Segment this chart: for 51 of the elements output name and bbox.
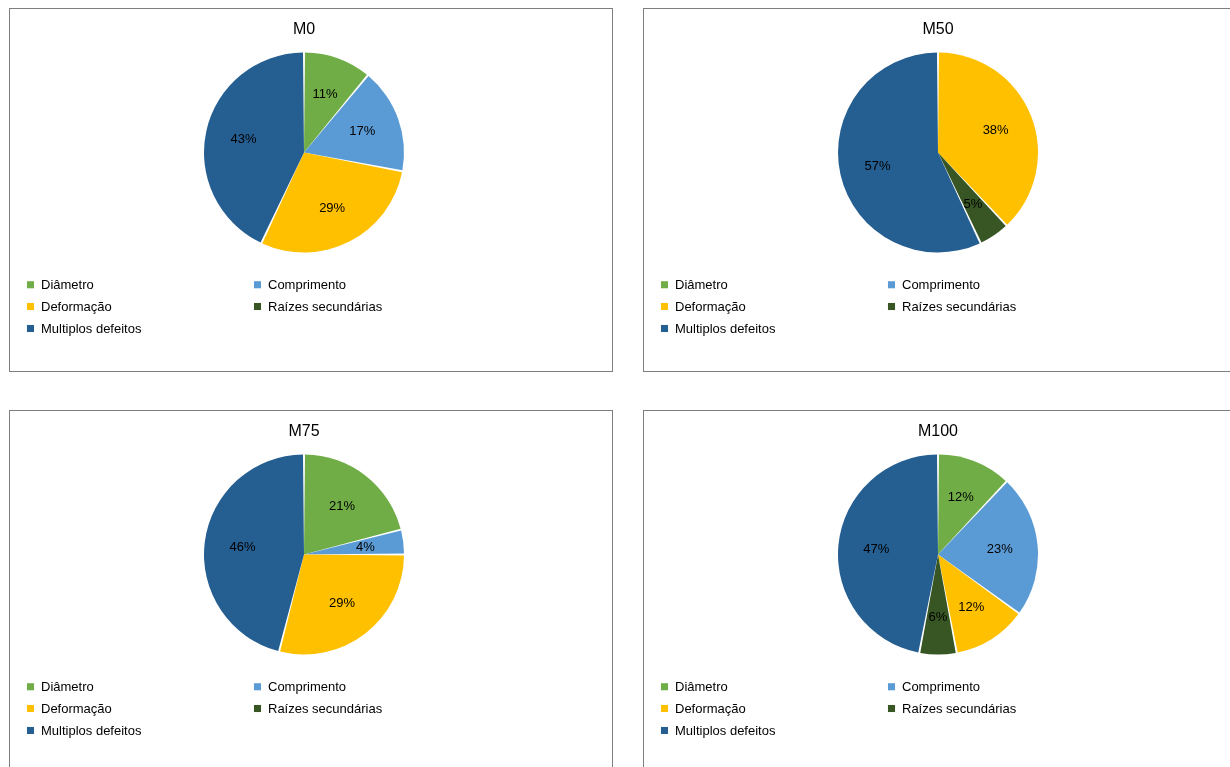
data-label: 6% xyxy=(928,608,948,624)
pie-slice xyxy=(204,454,304,652)
data-label: 12% xyxy=(958,598,985,614)
data-label: 12% xyxy=(947,488,975,504)
data-label: 38% xyxy=(982,121,1010,137)
chart-title: M0 xyxy=(292,20,316,37)
data-label: 47% xyxy=(863,540,890,556)
legend-label: Deformação xyxy=(675,700,746,716)
data-label: 43% xyxy=(230,130,257,146)
pie-slice xyxy=(304,76,404,171)
data-label: 29% xyxy=(328,595,356,611)
legend-label: Diâmetro xyxy=(41,276,94,292)
legend-label: Multiplos defeitos xyxy=(41,722,142,738)
legend-label: Deformação xyxy=(41,298,112,314)
pie-slice xyxy=(304,454,401,555)
pie-slice xyxy=(262,152,403,253)
data-label: 29% xyxy=(319,199,346,215)
data-label: 21% xyxy=(328,497,356,513)
legend-label: Comprimento xyxy=(902,276,981,292)
legend-label: Comprimento xyxy=(902,678,981,694)
legend-label: Deformação xyxy=(41,700,112,716)
data-label: 11% xyxy=(312,86,338,102)
legend-label: Diâmetro xyxy=(675,276,728,292)
pie-slice xyxy=(838,52,980,253)
pie-slice xyxy=(920,554,956,655)
pie-slice xyxy=(938,152,1006,243)
legend-label: Diâmetro xyxy=(41,678,94,694)
chart-title: M100 xyxy=(917,422,959,439)
legend-label: Comprimento xyxy=(268,276,347,292)
chart-title: M50 xyxy=(922,20,954,37)
data-label: 5% xyxy=(963,195,983,211)
legend-label: Raízes secundárias xyxy=(268,700,383,716)
data-label: 57% xyxy=(864,158,891,174)
pie-slice xyxy=(938,52,1038,225)
data-label: 17% xyxy=(349,123,376,139)
legend-label: Multiplos defeitos xyxy=(675,320,776,336)
data-label: 4% xyxy=(356,538,376,554)
legend-label: Raízes secundárias xyxy=(268,298,383,314)
pie-slice xyxy=(280,554,404,655)
legend-label: Comprimento xyxy=(268,678,347,694)
legend-label: Raízes secundárias xyxy=(902,700,1017,716)
data-label: 23% xyxy=(986,540,1014,556)
pie-slice xyxy=(204,52,304,243)
legend-label: Deformação xyxy=(675,298,746,314)
legend-label: Raízes secundárias xyxy=(902,298,1017,314)
legend-label: Multiplos defeitos xyxy=(41,320,142,336)
data-label: 46% xyxy=(229,538,256,554)
legend-label: Diâmetro xyxy=(675,678,728,694)
chart-title: M75 xyxy=(288,422,320,439)
pie-slice xyxy=(938,482,1038,613)
legend-label: Multiplos defeitos xyxy=(675,722,776,738)
